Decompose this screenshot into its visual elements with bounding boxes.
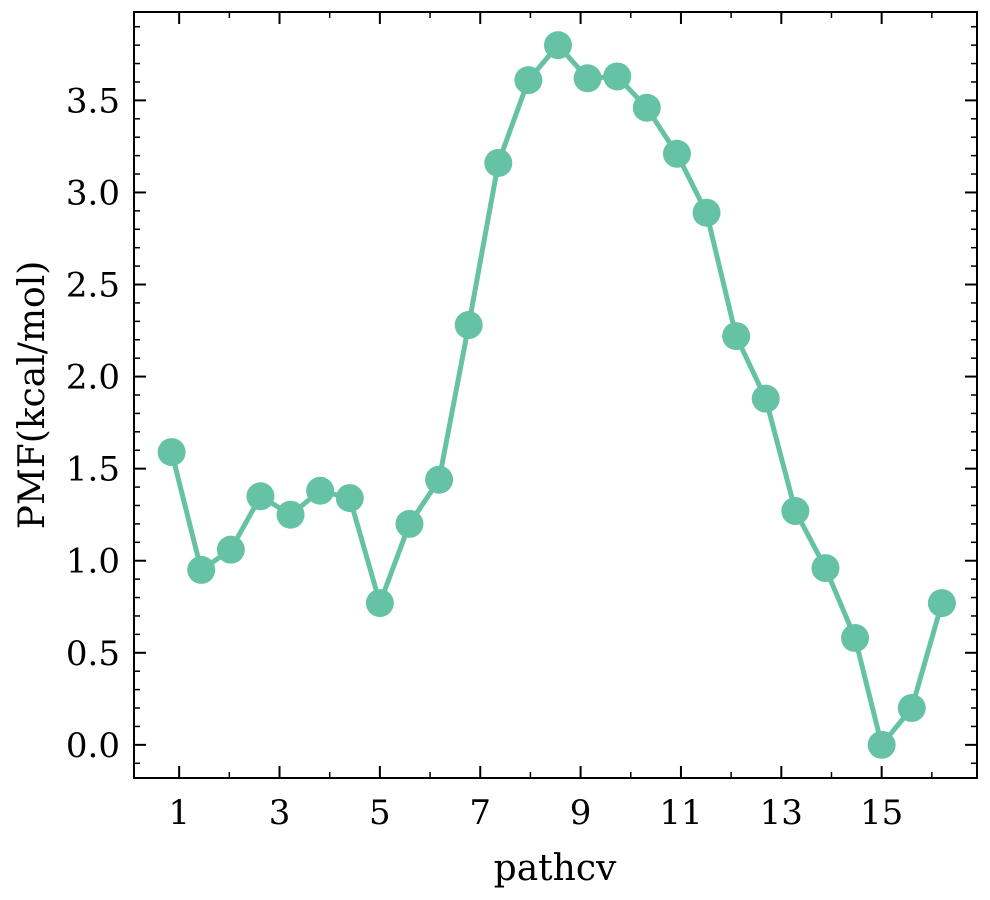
data-point bbox=[897, 694, 926, 723]
y-tick-label: 2.0 bbox=[66, 358, 120, 398]
x-tick-label: 11 bbox=[659, 793, 702, 833]
data-point bbox=[514, 66, 543, 95]
data-point bbox=[276, 500, 305, 529]
y-tick-label: 3.0 bbox=[66, 173, 120, 213]
data-point bbox=[751, 384, 780, 413]
x-tick-label: 7 bbox=[469, 793, 491, 833]
data-point bbox=[454, 311, 483, 340]
major-ticks bbox=[134, 12, 977, 778]
series-points bbox=[157, 31, 956, 759]
data-point bbox=[692, 198, 721, 227]
data-point bbox=[662, 139, 691, 168]
data-point bbox=[811, 554, 840, 583]
data-point bbox=[157, 438, 186, 467]
x-tick-label: 9 bbox=[570, 793, 592, 833]
data-point bbox=[781, 497, 810, 526]
y-tick-label: 1.0 bbox=[66, 542, 120, 582]
x-tick-label: 1 bbox=[168, 793, 190, 833]
data-point bbox=[544, 31, 573, 60]
data-point bbox=[335, 484, 364, 513]
data-point bbox=[632, 93, 661, 122]
y-tick-label: 0.0 bbox=[66, 726, 120, 766]
data-point bbox=[395, 509, 424, 538]
x-axis-label: pathcv bbox=[494, 848, 617, 889]
data-point bbox=[573, 64, 602, 93]
series-line bbox=[169, 42, 945, 748]
x-tick-label: 15 bbox=[860, 793, 903, 833]
minor-ticks bbox=[134, 12, 977, 778]
y-tick-labels: 0.0 0.5 1.0 1.5 2.0 2.5 3.0 3.5 bbox=[66, 81, 120, 765]
data-point bbox=[867, 730, 896, 759]
data-point bbox=[365, 589, 394, 618]
y-axis-label: PMF(kcal/mol) bbox=[12, 261, 53, 530]
data-point bbox=[187, 555, 216, 584]
data-point bbox=[603, 62, 632, 91]
data-point bbox=[722, 322, 751, 351]
y-tick-label: 3.5 bbox=[66, 81, 120, 121]
data-point bbox=[927, 589, 956, 618]
x-tick-labels: 1 3 5 7 9 11 13 15 bbox=[168, 793, 903, 833]
data-point bbox=[484, 148, 513, 177]
plot-frame bbox=[133, 11, 978, 779]
data-point bbox=[425, 465, 454, 494]
y-tick-label: 2.5 bbox=[66, 266, 120, 306]
data-point bbox=[216, 535, 245, 564]
x-tick-label: 5 bbox=[369, 793, 391, 833]
data-point bbox=[306, 476, 335, 505]
y-tick-label: 0.5 bbox=[66, 634, 120, 674]
y-tick-label: 1.5 bbox=[66, 450, 120, 490]
data-point bbox=[841, 624, 870, 653]
x-tick-label: 13 bbox=[760, 793, 803, 833]
data-point bbox=[246, 482, 275, 511]
x-tick-label: 3 bbox=[269, 793, 291, 833]
